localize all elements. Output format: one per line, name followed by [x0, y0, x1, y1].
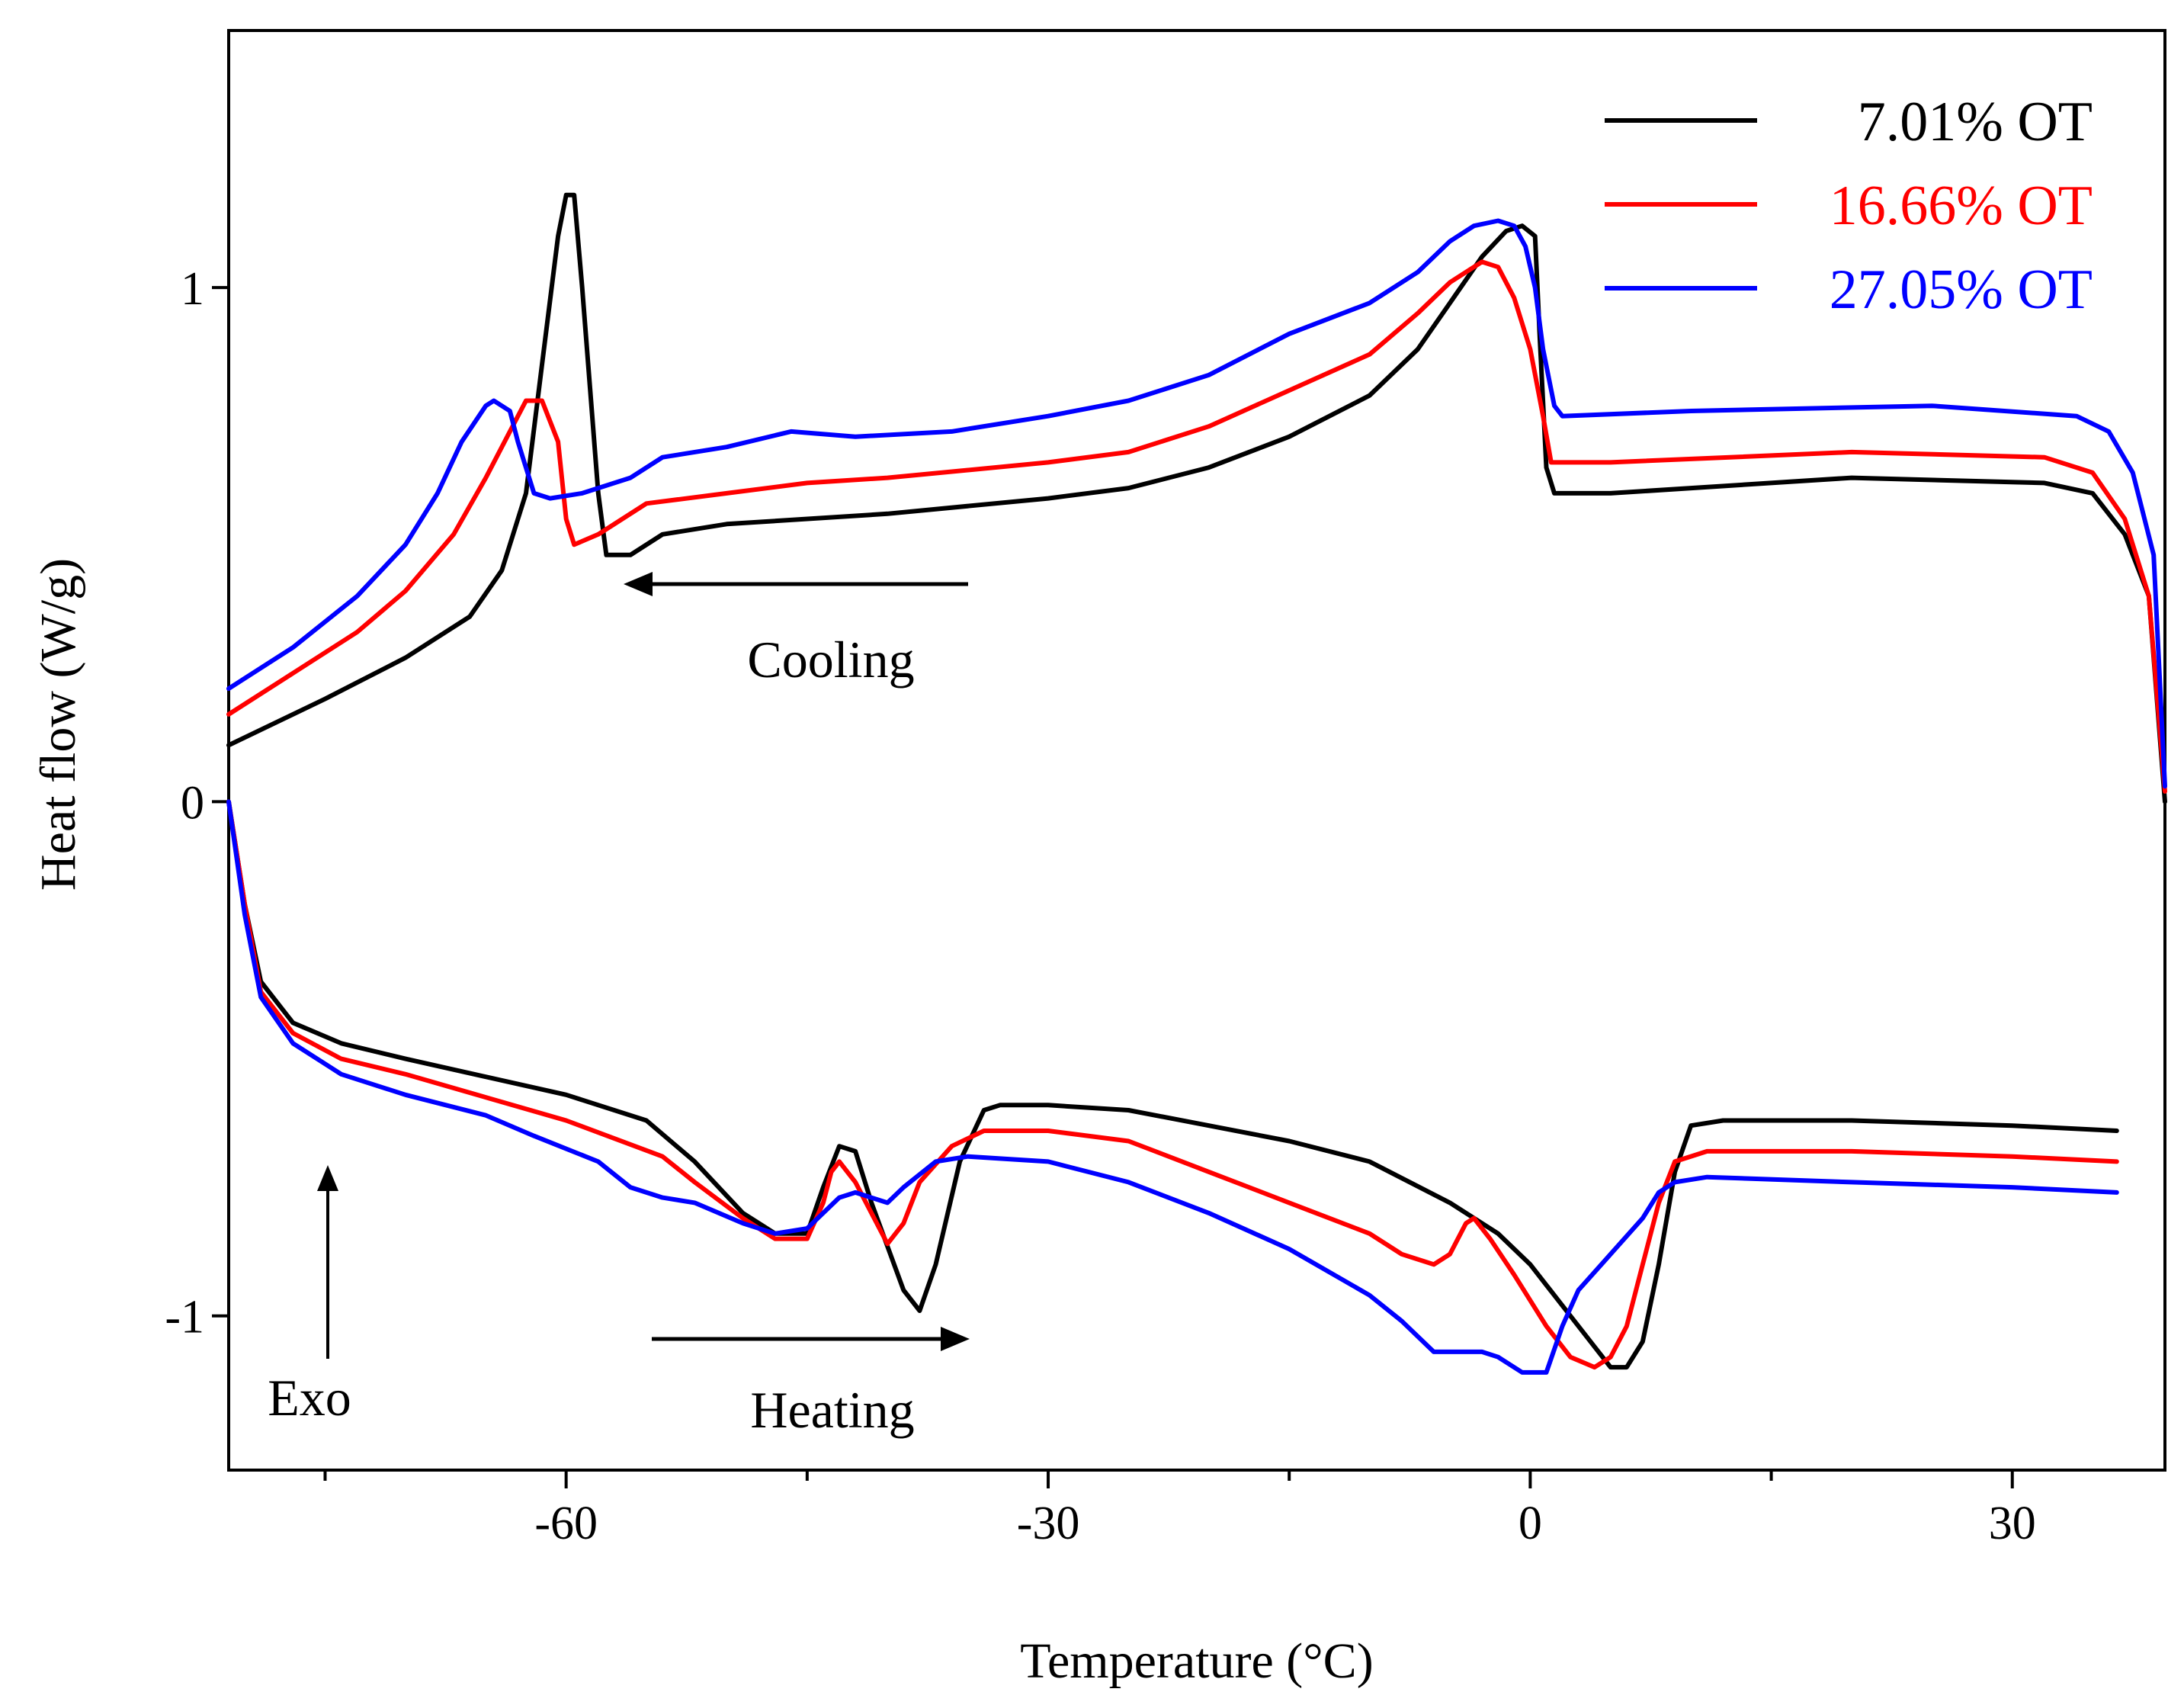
series-line-3-heating	[226, 799, 2119, 1375]
cooling-arrow-head	[624, 572, 653, 596]
y-tick-label: -1	[165, 1292, 204, 1344]
legend-label: 7.01% OT	[1858, 91, 2093, 153]
plot-frame	[227, 29, 2166, 1472]
series-line-3-cooling	[226, 218, 2167, 789]
series-layer	[226, 192, 2167, 1375]
series-line-2-cooling	[226, 259, 2167, 794]
cooling-annotation: Cooling	[624, 572, 968, 689]
series-line-1-cooling	[226, 192, 2167, 804]
series-line-2-heating	[226, 799, 2119, 1370]
heating-label: Heating	[750, 1381, 914, 1439]
x-tick-label: 0	[1519, 1498, 1542, 1549]
x-axis: -60 -30 0 30	[323, 1470, 2036, 1549]
y-axis-title: Heat flow (W/g)	[30, 558, 86, 891]
cooling-label: Cooling	[747, 631, 914, 689]
x-tick-label: 30	[1989, 1498, 2036, 1549]
y-axis: -1 0 1	[165, 263, 229, 1344]
legend-label: 27.05% OT	[1830, 258, 2093, 321]
series-line-1-heating	[226, 799, 2119, 1370]
legend-label: 16.66% OT	[1830, 175, 2093, 237]
heating-arrow-head	[941, 1327, 970, 1351]
x-tick-label: -60	[534, 1498, 598, 1549]
exo-arrow-head	[317, 1165, 338, 1191]
exo-label: Exo	[268, 1369, 351, 1427]
exo-annotation: Exo	[268, 1165, 351, 1427]
heating-annotation: Heating	[652, 1327, 970, 1439]
legend: 7.01% OT 16.66% OT 27.05% OT	[1605, 91, 2093, 321]
x-tick-label: -30	[1017, 1498, 1080, 1549]
plot-area: -60 -30 0 30 -1 0 1	[165, 29, 2167, 1549]
x-axis-title: Temperature (°C)	[1020, 1633, 1373, 1689]
y-tick-label: 1	[181, 263, 204, 315]
y-tick-label: 0	[181, 777, 204, 829]
